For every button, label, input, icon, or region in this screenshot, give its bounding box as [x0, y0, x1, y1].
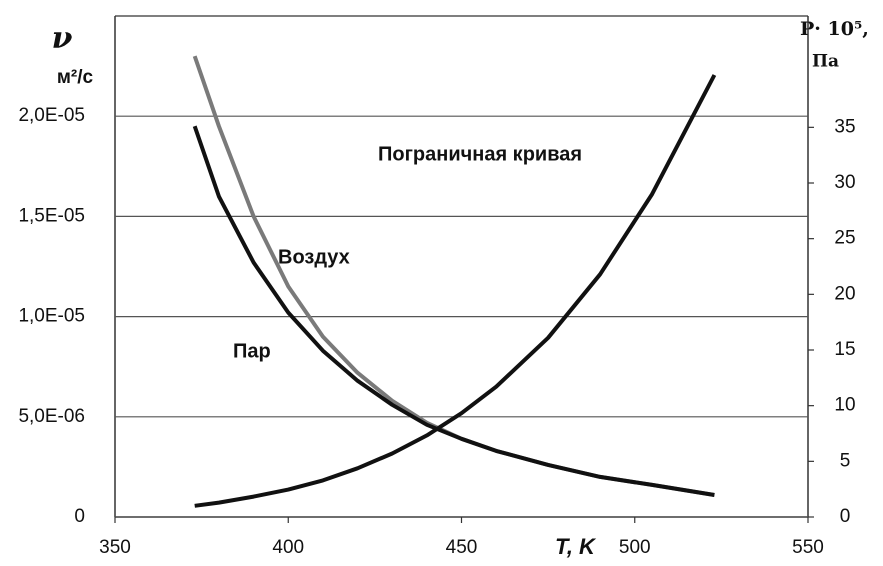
y2-tick-label: 0 [840, 506, 851, 527]
y2-tick-label: 15 [834, 339, 855, 360]
series-label: Пограничная кривая [378, 143, 582, 165]
y-tick-label: 5,0E-06 [18, 406, 85, 427]
series-label: Пар [233, 340, 271, 362]
y-tick-label: 0 [74, 506, 85, 527]
x-tick-label: 550 [792, 537, 824, 558]
x-tick-label: 500 [619, 537, 651, 558]
y2-tick-label: 35 [834, 116, 855, 137]
series-line [192, 55, 715, 497]
series-label: Воздух [278, 246, 350, 268]
series-line [192, 125, 715, 497]
x-tick-label: 450 [446, 537, 478, 558]
y2-unit: Па [812, 52, 839, 72]
x-label: T, K [555, 534, 597, 559]
y-unit: м²/с [57, 67, 94, 88]
y-tick-label: 1,0E-05 [18, 306, 85, 327]
y2-label: P· 10⁵, [800, 18, 869, 40]
y-label: ν [52, 21, 73, 56]
y2-tick-label: 5 [840, 450, 851, 471]
series-line [194, 74, 717, 508]
y2-tick-label: 20 [834, 283, 855, 304]
y-tick-label: 2,0E-05 [18, 105, 85, 126]
y-tick-label: 1,5E-05 [18, 205, 85, 226]
x-tick-label: 350 [99, 537, 131, 558]
x-tick-label: 400 [272, 537, 304, 558]
y2-tick-label: 10 [834, 395, 855, 416]
y2-tick-label: 25 [834, 228, 855, 249]
y2-tick-label: 30 [834, 172, 855, 193]
